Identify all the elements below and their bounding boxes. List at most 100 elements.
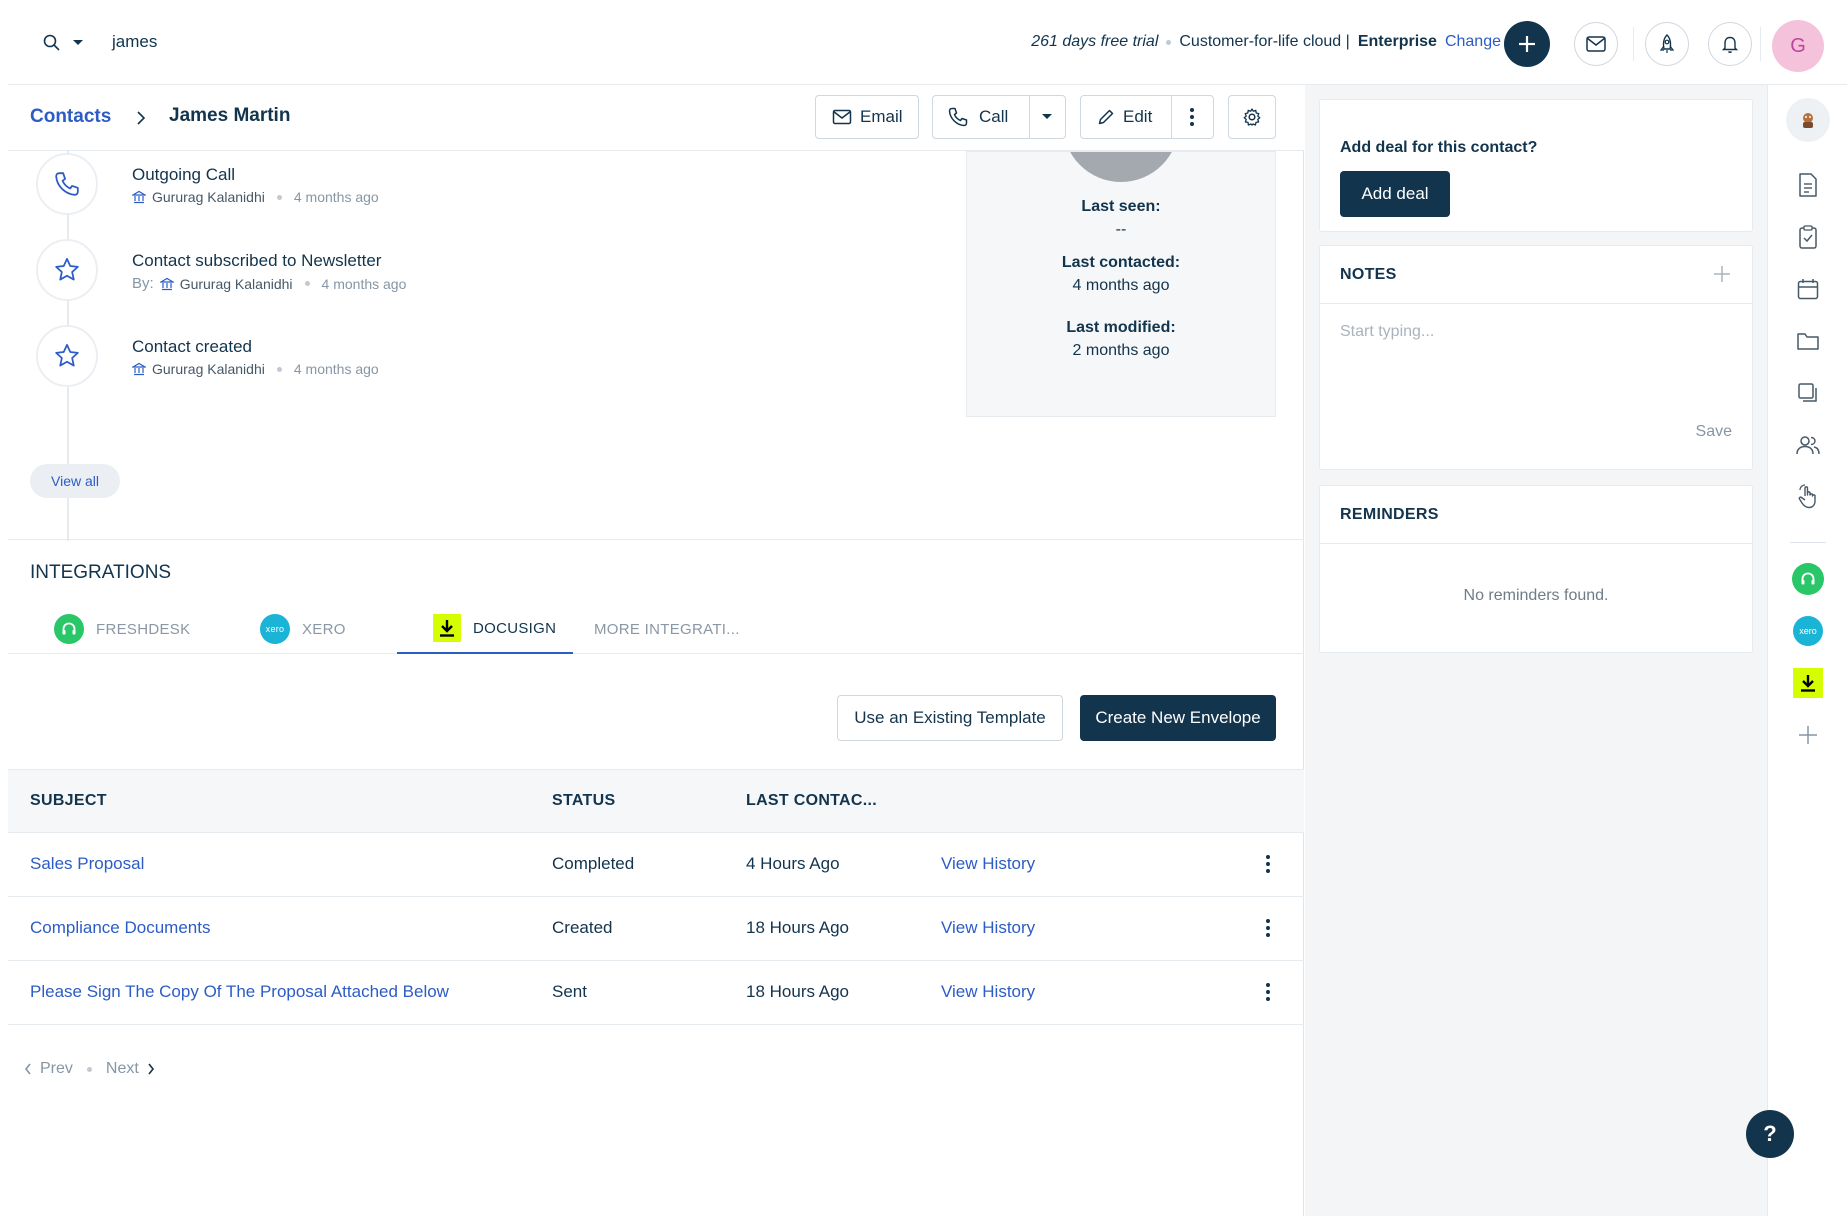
table-row: Sales Proposal Completed 4 Hours Ago Vie… [8,833,1304,897]
change-plan-link[interactable]: Change [1444,33,1501,50]
tab-freshdesk-label: FRESHDESK [96,620,191,638]
last-modified-label: Last modified: [1066,319,1176,336]
timeline-item-meta: Gururag Kalanidhi 4 months ago [132,189,379,205]
folder-icon[interactable] [1788,321,1828,361]
envelope-subject-link[interactable]: Sales Proposal [30,854,145,873]
document-icon[interactable] [1788,165,1828,205]
envelope-subject-link[interactable]: Please Sign The Copy Of The Proposal Att… [30,982,449,1001]
tab-freshdesk[interactable]: FRESHDESK [54,604,190,654]
user-avatar[interactable]: G [1772,20,1824,72]
notes-title: NOTES [1340,266,1397,283]
table-row: Please Sign The Copy Of The Proposal Att… [8,961,1304,1025]
view-history-link[interactable]: View History [941,982,1036,1001]
add-deal-button[interactable]: Add deal [1340,171,1450,217]
column-header-last-contacted[interactable]: LAST CONTAC... [746,792,878,809]
separator-dot [1166,39,1172,45]
email-button-label: Email [860,107,903,126]
chevron-left-icon[interactable] [24,1063,32,1075]
envelope-status: Sent [552,982,587,1001]
contact-profile-icon[interactable] [1786,98,1830,142]
timeline-item-title: Outgoing Call [132,165,236,184]
settings-button[interactable] [1228,95,1276,139]
freshdesk-logo-icon [54,614,84,644]
notes-save-button[interactable]: Save [1695,423,1732,440]
divider [8,539,1304,540]
task-checklist-icon[interactable] [1788,217,1828,257]
people-icon[interactable] [1788,425,1828,465]
duplicate-icon[interactable] [1788,373,1828,413]
divider [1028,95,1030,139]
search-input[interactable]: james [112,32,158,51]
xero-logo-icon: xero [260,614,290,644]
docusign-app-icon[interactable] [1788,663,1828,703]
row-actions-kebab-icon[interactable] [1264,853,1272,877]
last-contacted: Last contacted: 4 months ago [967,251,1275,297]
breadcrumb-contacts-link[interactable]: Contacts [30,106,112,127]
help-button[interactable]: ? [1746,1110,1794,1158]
email-button[interactable]: Email [815,95,919,139]
envelope-status: Completed [552,854,635,873]
timeline-item-title: Contact subscribed to Newsletter [132,251,382,270]
plan-tier: Enterprise [1357,33,1437,50]
view-history-link[interactable]: View History [941,918,1036,937]
tab-docusign[interactable]: DOCUSIGN [397,604,573,654]
hand-click-icon[interactable] [1788,477,1828,517]
search-dropdown-caret-icon[interactable] [72,39,84,47]
timeline-item-user[interactable]: Gururag Kalanidhi [152,189,265,205]
rocket-button[interactable] [1645,22,1689,66]
view-history-link[interactable]: View History [941,854,1036,873]
search-icon[interactable] [42,33,62,53]
view-all-button[interactable]: View all [30,464,120,498]
call-button[interactable]: Call [933,106,1029,128]
plus-icon [1519,36,1535,52]
divider [1170,95,1172,139]
add-deal-panel: Add deal for this contact? Add deal [1319,99,1753,232]
chevron-right-icon[interactable] [147,1063,155,1075]
timeline-item-time: 4 months ago [321,275,407,292]
edit-button[interactable]: Edit [1081,107,1171,127]
plan-name: Customer-for-life cloud | [1179,33,1350,50]
top-bar: james 261 days free trial Customer-for-l… [8,3,1847,85]
notes-input[interactable]: Start typing... [1340,323,1435,340]
xero-app-icon[interactable]: xero [1788,611,1828,651]
row-actions-kebab-icon[interactable] [1264,917,1272,941]
timeline-item-time: 4 months ago [293,189,379,205]
tab-xero[interactable]: xero XERO [260,604,346,654]
use-existing-template-button[interactable]: Use an Existing Template [837,695,1063,741]
timeline-item-user[interactable]: Gururag Kalanidhi [179,275,293,292]
divider [1760,27,1761,61]
search-trigger[interactable] [42,33,84,53]
timeline-item-title: Contact created [132,337,253,356]
add-note-plus-icon[interactable] [1712,264,1732,284]
add-app-plus-icon[interactable] [1788,715,1828,755]
notifications-button[interactable] [1708,22,1752,66]
call-options-dropdown[interactable] [1030,113,1065,121]
integrations-heading: INTEGRATIONS [30,562,172,583]
add-deal-prompt: Add deal for this contact? [1340,139,1538,156]
mail-icon [832,109,852,125]
caret-down-icon [1042,114,1053,119]
bank-icon [132,362,146,376]
trial-days: 261 days free trial [1031,33,1159,50]
row-actions-kebab-icon[interactable] [1264,981,1272,1005]
last-seen-label: Last seen: [1081,198,1161,215]
timeline-item-user[interactable]: Gururag Kalanidhi [152,361,265,377]
contact-main-pane: Contacts James Martin Email Call Edit [8,85,1304,1216]
next-page-button[interactable]: Next [105,1060,139,1077]
more-actions-button[interactable] [1172,106,1213,128]
column-header-subject[interactable]: SUBJECT [30,792,107,809]
notes-panel: NOTES Start typing... Save [1319,245,1753,470]
timeline-item-meta: Gururag Kalanidhi 4 months ago [132,361,379,377]
create-new-envelope-button[interactable]: Create New Envelope [1080,695,1276,741]
freshdesk-app-icon[interactable] [1788,559,1828,599]
column-header-status[interactable]: STATUS [552,792,616,809]
tab-more-integrations[interactable]: MORE INTEGRATI... [594,604,740,654]
prev-page-button[interactable]: Prev [40,1060,73,1077]
calendar-icon[interactable] [1788,269,1828,309]
mail-button[interactable] [1574,22,1618,66]
quick-add-button[interactable] [1504,21,1550,67]
envelope-subject-link[interactable]: Compliance Documents [30,918,211,937]
envelope-last-contacted: 18 Hours Ago [746,918,850,937]
timeline-item-meta: By: Gururag Kalanidhi 4 months ago [132,275,406,292]
last-modified: Last modified: 2 months ago [967,316,1275,362]
